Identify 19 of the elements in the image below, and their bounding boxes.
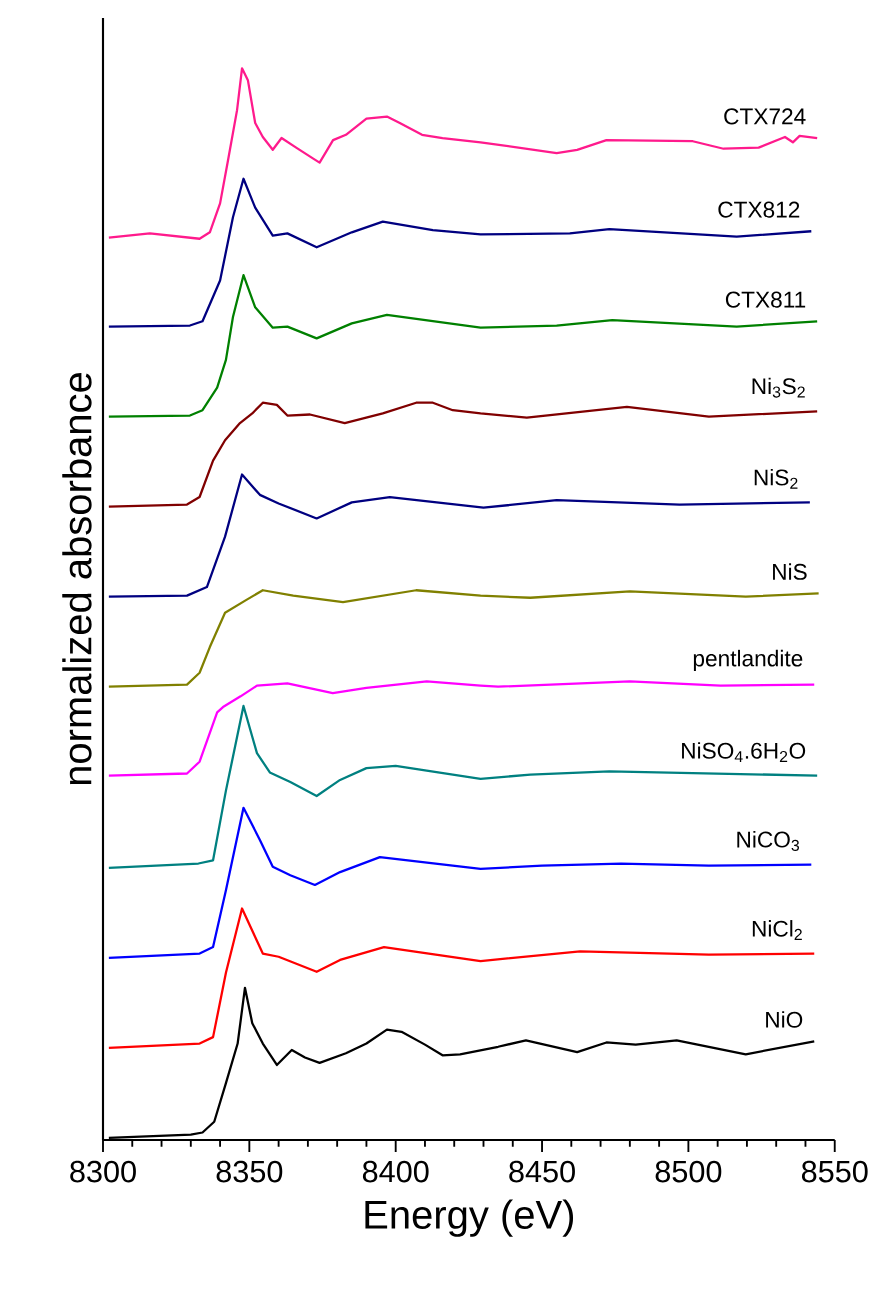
series-label: CTX812 — [718, 201, 800, 218]
series-label: NiCO$_{3}$ — [737, 830, 799, 851]
x-tick-label: 8400 — [362, 1160, 429, 1183]
series-label: NiCl$_{2}$ — [752, 920, 802, 940]
x-tick-label: 8450 — [509, 1160, 575, 1183]
x-axis-title: Energy (eV) — [365, 1199, 573, 1237]
series-label: CTX811 — [725, 291, 805, 308]
series-label: Ni$_{3}$S$_{2}$ — [752, 377, 805, 398]
x-tick-label: 8300 — [70, 1160, 136, 1183]
series-label: NiS — [772, 563, 807, 580]
series-label: NiSO$_{4}$.6H$_{2}$O — [681, 742, 805, 763]
x-tick-label: 8350 — [216, 1160, 283, 1183]
y-axis-title: normalized absorbance — [62, 372, 92, 785]
series-label: pentlandite — [693, 649, 803, 671]
x-tick-label: 8500 — [655, 1160, 722, 1183]
series-label: CTX724 — [724, 108, 806, 125]
series-label: NiS$_{2}$ — [754, 468, 798, 489]
series-label: NiO — [766, 1011, 803, 1028]
x-tick-label: 8550 — [801, 1160, 868, 1183]
